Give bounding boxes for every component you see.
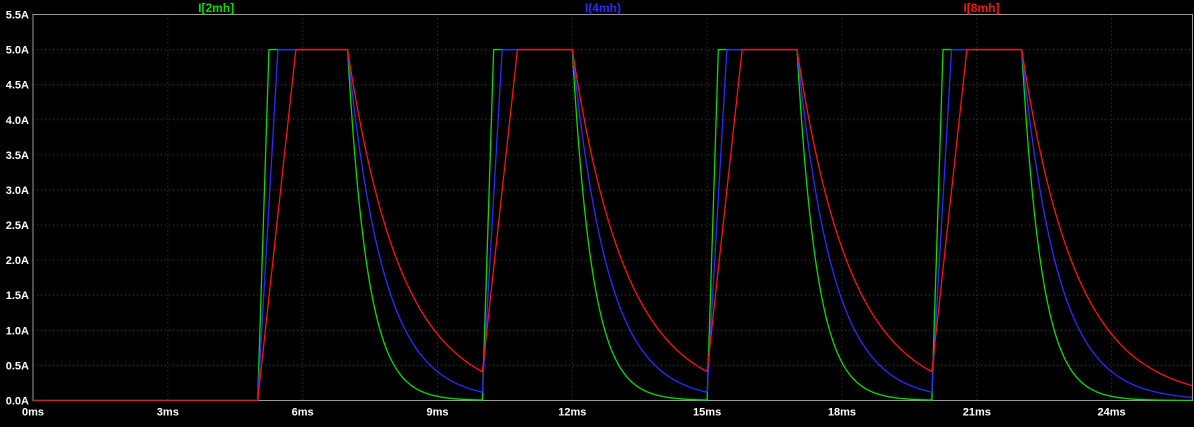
x-axis-tick-label: 9ms [426,407,448,419]
y-axis-tick-label: 0.5A [6,360,29,372]
y-axis-tick-label: 5.0A [6,45,29,57]
y-axis-tick-label: 2.5A [6,220,29,232]
x-axis-tick-label: 12ms [558,407,586,419]
trace-I[8mh][interactable] [32,48,1193,402]
y-axis-tick-label: 1.5A [6,290,29,302]
y-axis-tick-label: 4.0A [6,115,29,127]
x-axis-tick-label: 15ms [693,407,721,419]
x-axis-tick-label: 3ms [157,407,179,419]
y-axis-tick-label: 0.0A [6,396,29,408]
y-axis-tick-label: 4.5A [6,80,29,92]
y-axis-tick-label: 2.0A [6,255,29,267]
y-axis-tick-label: 1.0A [6,325,29,337]
x-axis-tick-label: 18ms [828,407,856,419]
x-axis-tick-label: 21ms [963,407,991,419]
legend-trace-8mh[interactable]: I[8mh] [963,1,1000,15]
trace-I(4mh)[interactable] [32,48,1193,402]
y-axis-tick-label: 5.5A [6,10,29,22]
legend-trace-2mh[interactable]: I[2mh] [198,1,235,15]
x-axis-tick-label: 0ms [22,407,44,419]
plot-border [32,14,1193,401]
y-axis-tick-label: 3.5A [6,150,29,162]
y-axis-tick-label: 3.0A [6,185,29,197]
x-axis-tick-label: 24ms [1098,407,1126,419]
legend-trace-4mh[interactable]: I(4mh) [584,1,621,15]
x-axis-tick-label: 6ms [292,407,314,419]
trace-I[2mh][interactable] [32,48,1193,402]
